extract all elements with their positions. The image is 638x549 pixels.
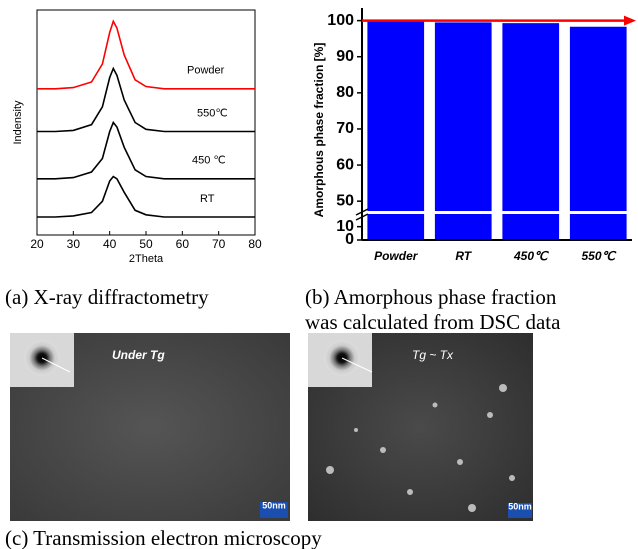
caption: (b) Amorphous phase fraction: [305, 285, 557, 309]
plot-frame: [36, 9, 256, 236]
x-tick-label: 20: [30, 237, 44, 251]
x-tick-label: 60: [176, 237, 190, 251]
x-tick-label: 70: [212, 237, 226, 251]
curve-label: 550℃: [197, 107, 228, 119]
y-tick-label: 50: [336, 192, 354, 209]
tem-image: Under Tg 50nm: [10, 333, 290, 521]
axis-break-band: [362, 211, 632, 214]
scale-bar: 50nm: [508, 501, 532, 511]
bar: [367, 20, 425, 240]
xrd-curve: [37, 19, 255, 90]
curve-label: 450 ℃: [192, 155, 226, 167]
caption: (c) Transmission electron microscopy: [5, 526, 322, 549]
reference-arrow: [624, 15, 636, 26]
caption: (a) X-ray diffractometry: [5, 285, 209, 309]
x-tick-label: 30: [67, 237, 81, 251]
y-tick-label: 0: [345, 231, 354, 248]
y-axis-label: Indensity: [12, 100, 24, 145]
y-tick-label: 10: [336, 218, 354, 235]
x-tick-label: 550℃: [582, 249, 617, 263]
curve-label: Powder: [187, 65, 225, 77]
x-axis-label: 2Theta: [129, 253, 164, 265]
y-tick-label: 70: [336, 120, 354, 137]
x-tick-label: 40: [103, 237, 117, 251]
xrd-curve: [37, 120, 255, 180]
x-tick-label: RT: [455, 249, 472, 263]
x-tick-label: 50: [139, 237, 153, 251]
image-label: Tg ~ Tx: [412, 348, 454, 362]
curve-label: RT: [200, 193, 215, 205]
bar: [502, 23, 560, 241]
y-axis-label: Amorphous phase fraction [%]: [312, 43, 326, 218]
y-tick-label: 90: [336, 48, 354, 65]
y-tick-label: 100: [327, 12, 354, 29]
x-tick-label: Powder: [374, 249, 419, 263]
scale-bar: 50nm: [262, 500, 286, 510]
xrd-curve: [37, 175, 255, 218]
x-tick-label: 450℃: [513, 249, 549, 263]
y-tick-label: 80: [336, 84, 354, 101]
caption: was calculated from DSC data: [305, 310, 561, 334]
bar: [434, 22, 492, 240]
bar: [569, 26, 627, 240]
xrd-curve: [37, 66, 255, 133]
y-tick-label: 60: [336, 156, 354, 173]
x-tick-label: 80: [248, 237, 262, 251]
tem-image: Tg ~ Tx 50nm: [308, 333, 533, 521]
axis-break: [355, 208, 369, 221]
image-label: Under Tg: [112, 348, 165, 362]
